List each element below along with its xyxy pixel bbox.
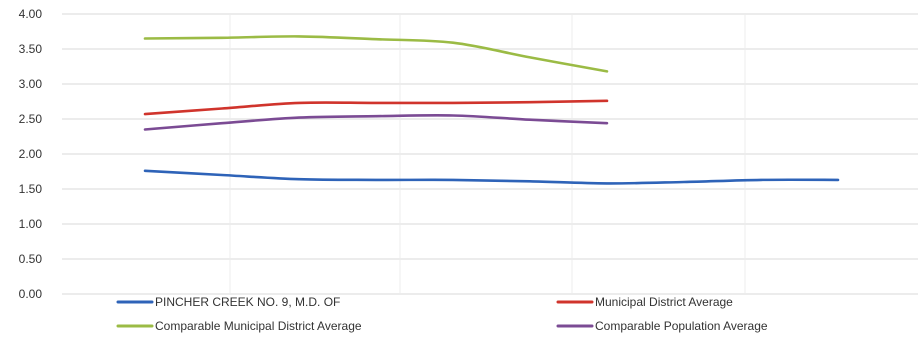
- y-tick-label: 3.50: [19, 42, 43, 56]
- y-tick-label: 0.00: [19, 287, 43, 301]
- series-lines: [143, 35, 840, 185]
- legend-label: Municipal District Average: [595, 295, 733, 309]
- series-line-1: [143, 99, 609, 116]
- grid: [62, 13, 918, 295]
- legend-label: PINCHER CREEK NO. 9, M.D. OF: [155, 295, 340, 309]
- y-tick-label: 1.00: [19, 217, 43, 231]
- y-tick-label: 3.00: [19, 77, 43, 91]
- y-tick-label: 1.50: [19, 182, 43, 196]
- y-tick-label: 0.50: [19, 252, 43, 266]
- y-tick-label: 4.00: [19, 7, 43, 21]
- y-axis: 0.00 0.50 1.00 1.50 2.00 2.50 3.00 3.50 4.00: [19, 7, 43, 301]
- y-tick-label: 2.50: [19, 112, 43, 126]
- legend: PINCHER CREEK NO. 9, M.D. OF Municipal Di…: [116, 295, 768, 333]
- series-line-0: [143, 169, 840, 185]
- series-line-3: [143, 114, 609, 131]
- legend-label: Comparable Population Average: [595, 319, 768, 333]
- series-line-2: [143, 35, 609, 73]
- y-tick-label: 2.00: [19, 147, 43, 161]
- legend-label: Comparable Municipal District Average: [155, 319, 362, 333]
